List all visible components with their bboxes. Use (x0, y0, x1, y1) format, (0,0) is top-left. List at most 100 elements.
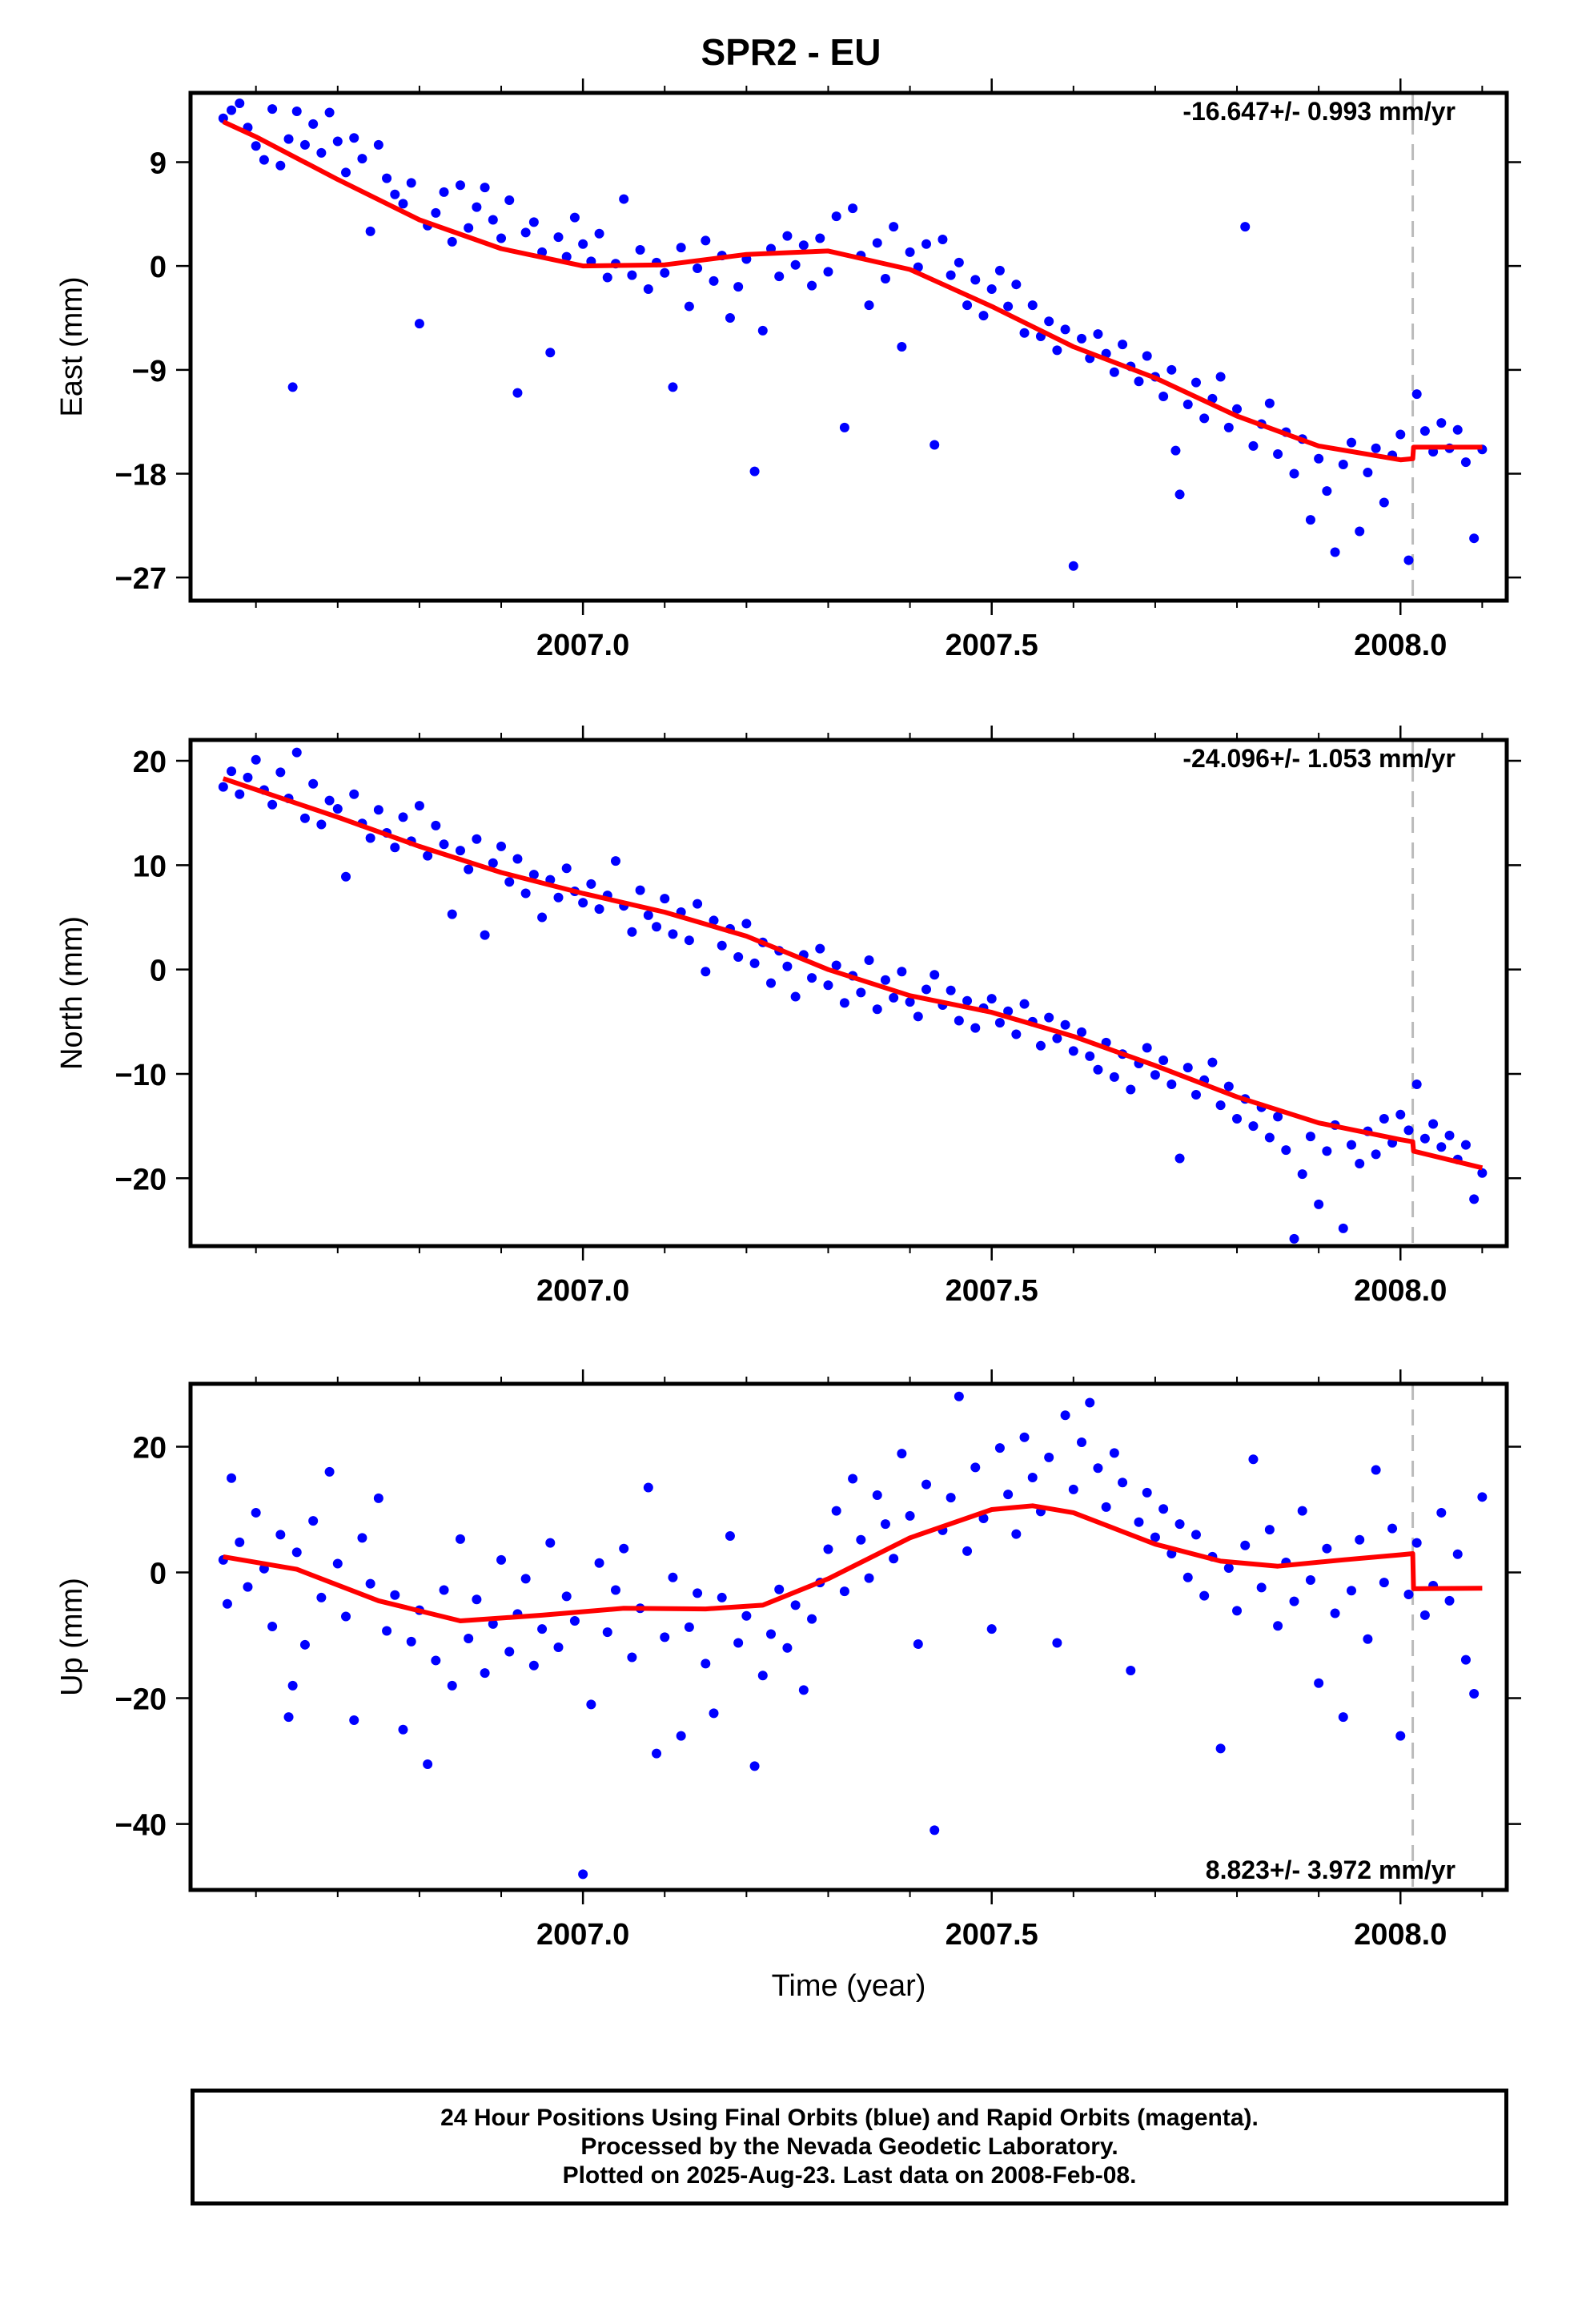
north-data-point (528, 870, 539, 880)
up-data-point (627, 1652, 637, 1663)
north-data-point (994, 1018, 1005, 1028)
north-data-point (1444, 1130, 1455, 1140)
east-data-point (1182, 400, 1193, 410)
north-data-point (635, 885, 645, 895)
up-data-point (406, 1636, 416, 1647)
east-data-point (643, 283, 653, 294)
up-data-point (643, 1482, 653, 1493)
up-data-point (1150, 1532, 1160, 1542)
north-data-point (1395, 1109, 1406, 1120)
north-fit-line (222, 776, 1484, 1171)
east-data-point (848, 203, 858, 214)
east-data-point (994, 265, 1005, 275)
east-data-point (1019, 328, 1030, 338)
up-data-point (1346, 1586, 1356, 1596)
east-data-point (1403, 555, 1414, 565)
up-data-point (1240, 1540, 1251, 1550)
east-data-point (414, 319, 424, 329)
north-data-point (1379, 1114, 1389, 1124)
east-data-point (1093, 329, 1103, 340)
up-data-point (299, 1639, 310, 1650)
up-data-point (831, 1506, 841, 1516)
north-data-point (1297, 1169, 1307, 1180)
north-data-point (717, 940, 727, 951)
north-data-point (765, 978, 776, 988)
north-data-point (880, 975, 890, 985)
east-data-point (349, 133, 359, 143)
north-data-point (1460, 1140, 1471, 1150)
north-data-point (1338, 1223, 1348, 1233)
north-data-point (905, 997, 915, 1007)
east-data-point (1232, 404, 1243, 414)
east-data-point (1215, 372, 1226, 382)
east-data-point (528, 217, 539, 227)
east-data-point (1174, 489, 1185, 500)
up-data-point (267, 1622, 278, 1632)
up-data-point (930, 1825, 940, 1835)
up-data-point (978, 1514, 989, 1524)
east-rate-label: -16.647+/- 0.993 mm/yr (1182, 97, 1456, 126)
north-data-point (1477, 1168, 1488, 1178)
up-data-point (1068, 1484, 1078, 1494)
east-data-point (1395, 429, 1406, 440)
up-data-point (913, 1639, 923, 1650)
up-data-point (472, 1594, 482, 1605)
east-data-point (1027, 300, 1038, 311)
east-data-point (1264, 398, 1275, 408)
north-data-point (398, 812, 408, 822)
north-data-point (561, 863, 572, 874)
up-data-point (520, 1574, 531, 1584)
up-data-point (889, 1554, 899, 1564)
north-plot-area (218, 747, 1488, 1244)
north-data-point (390, 842, 400, 853)
north-data-point (1011, 1029, 1022, 1039)
north-data-point (1060, 1019, 1070, 1030)
east-data-point (398, 199, 408, 209)
east-data-point (693, 263, 703, 274)
north-data-point (627, 927, 637, 937)
east-data-point (954, 257, 964, 267)
east-data-point (431, 207, 441, 218)
footer-line-2: Processed by the Nevada Geodetic Laborat… (580, 2133, 1118, 2160)
north-data-point (839, 998, 849, 1008)
east-data-point (275, 160, 286, 171)
east-data-point (472, 202, 482, 212)
north-data-point (1166, 1080, 1177, 1090)
up-data-point (782, 1642, 793, 1653)
up-data-point (308, 1516, 319, 1526)
up-data-point (905, 1510, 915, 1521)
east-data-point (807, 280, 817, 291)
east-data-point (512, 388, 523, 398)
up-data-point (332, 1558, 343, 1569)
up-data-point (757, 1671, 768, 1681)
north-data-point (913, 1011, 923, 1022)
north-data-point (872, 1004, 882, 1015)
up-data-point (1395, 1731, 1406, 1741)
north-data-point (1355, 1159, 1365, 1169)
east-data-point (267, 104, 278, 115)
north-data-point (520, 888, 531, 899)
north-data-point (1314, 1199, 1324, 1209)
north-data-point (1174, 1153, 1185, 1164)
up-data-point (594, 1558, 604, 1568)
east-panel: 2007.0 2007.5 2008.0 −27 −18 −9 0 9 East (mm) -16… (55, 78, 1521, 662)
east-data-point (1060, 324, 1070, 335)
up-x-tick-label: 2007.5 (946, 1918, 1038, 1952)
up-data-point (1085, 1397, 1095, 1408)
up-data-point (1158, 1504, 1169, 1514)
up-data-point (480, 1668, 490, 1679)
east-data-point (447, 236, 457, 247)
east-data-point (594, 228, 604, 239)
north-data-point (1346, 1140, 1356, 1150)
up-data-point (693, 1588, 703, 1598)
east-data-point (782, 231, 793, 241)
north-data-point (275, 767, 286, 778)
north-data-point (594, 904, 604, 915)
north-data-point (733, 952, 744, 963)
up-data-point (1199, 1590, 1210, 1601)
up-data-point (652, 1748, 662, 1759)
up-data-point (1109, 1448, 1119, 1458)
up-data-point (1191, 1530, 1201, 1540)
up-plot-area (218, 1391, 1488, 1880)
north-data-point (741, 919, 752, 929)
